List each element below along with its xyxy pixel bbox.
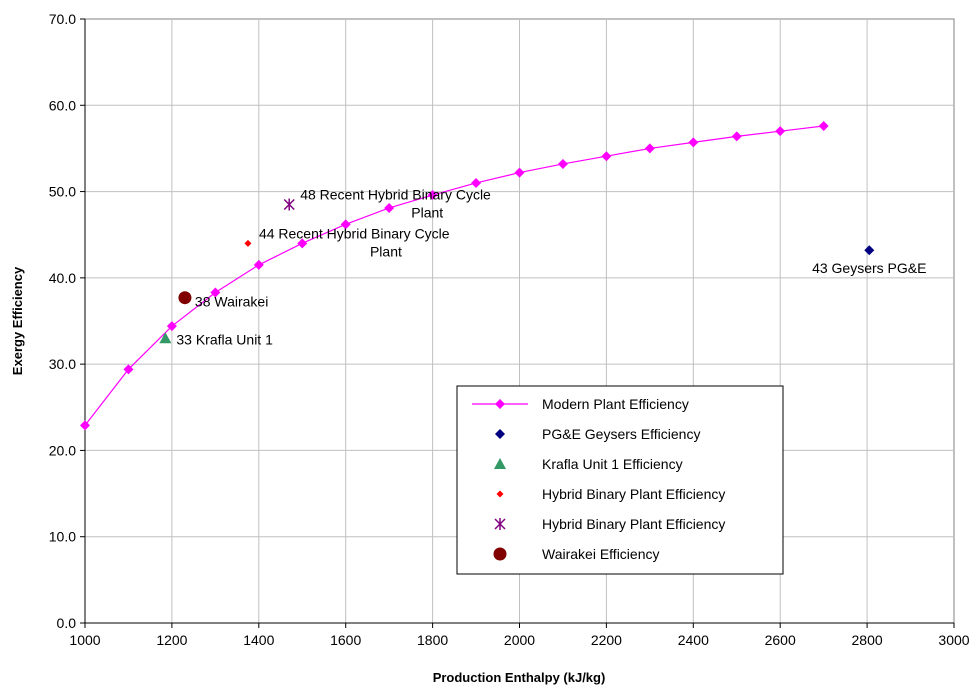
- point-annotations: 43 Geysers PG&E 33 Krafla Unit 1 44 Recent…: [176, 187, 926, 348]
- data-point: [283, 198, 295, 211]
- x-tick-label: 1800: [417, 632, 448, 648]
- data-point: [210, 287, 221, 298]
- y-tick-label: 0.0: [57, 615, 77, 631]
- data-point: [514, 167, 525, 178]
- data-point: [731, 131, 742, 142]
- series-layer: [80, 120, 875, 431]
- legend: Modern Plant Efficiency PG&E Geysers Effi…: [456, 385, 784, 575]
- y-tick-label: 40.0: [49, 270, 76, 286]
- data-point: [644, 143, 655, 154]
- data-point: [123, 364, 134, 375]
- legend-box: [456, 385, 784, 575]
- legend-item: PG&E Geysers Efficiency: [495, 426, 700, 442]
- series-3: [244, 239, 252, 247]
- legend-item: Wairakei Efficiency: [493, 546, 659, 562]
- data-point: [471, 177, 482, 188]
- data-point: [427, 190, 438, 201]
- data-point: [244, 239, 252, 247]
- legend-item: Modern Plant Efficiency: [472, 396, 689, 412]
- x-tick-label: 1200: [156, 632, 187, 648]
- series-0: [80, 120, 829, 431]
- legend-item: Hybrid Binary Plant Efficiency: [494, 516, 725, 532]
- y-axis-title: Exergy Efficiency: [10, 266, 25, 375]
- data-label: 38 Wairakei: [195, 294, 268, 310]
- legend-label: Krafla Unit 1 Efficiency: [542, 456, 683, 472]
- legend-label: Hybrid Binary Plant Efficiency: [542, 486, 725, 502]
- data-point: [384, 202, 395, 213]
- data-point: [818, 120, 829, 131]
- x-axis-title: Production Enthalpy (kJ/kg): [433, 670, 606, 685]
- x-tick-label: 2600: [765, 632, 796, 648]
- y-tick-label: 10.0: [49, 529, 76, 545]
- data-point: [601, 151, 612, 162]
- x-tick-label: 1000: [69, 632, 100, 648]
- data-point: [340, 219, 351, 230]
- x-tick-label: 3000: [938, 632, 969, 648]
- x-tick-label: 2400: [678, 632, 709, 648]
- data-label: 33 Krafla Unit 1: [176, 331, 273, 347]
- data-label: 43 Geysers PG&E: [812, 260, 926, 276]
- data-point: [688, 137, 699, 148]
- data-point: [178, 291, 192, 305]
- legend-marker: [495, 429, 505, 439]
- y-tick-label: 60.0: [49, 97, 76, 113]
- series-4: [283, 198, 295, 211]
- series-2: [159, 332, 172, 344]
- data-label: 48 Recent Hybrid Binary Cycle Plant: [300, 187, 491, 221]
- y-tick-label: 70.0: [49, 11, 76, 27]
- y-tick-label: 50.0: [49, 184, 76, 200]
- y-tick-label: 30.0: [49, 356, 76, 372]
- data-point: [253, 259, 264, 270]
- data-point: [864, 245, 875, 256]
- legend-label: Wairakei Efficiency: [542, 546, 659, 562]
- y-tick-label: 20.0: [49, 442, 76, 458]
- legend-marker: [494, 458, 506, 469]
- series-5: [178, 291, 192, 305]
- data-point: [775, 126, 786, 137]
- data-point: [297, 238, 308, 249]
- data-point: [557, 158, 568, 169]
- data-label: 44 Recent Hybrid Binary Cycle Plant: [259, 225, 450, 259]
- x-tick-label: 2000: [504, 632, 535, 648]
- x-tick-label: 1400: [243, 632, 274, 648]
- series-1: [864, 245, 875, 256]
- x-tick-label: 1600: [330, 632, 361, 648]
- x-tick-label: 2200: [591, 632, 622, 648]
- tick-labels: 1000 1200 1400 1600 1800 2000 2200 2400 2600 2800…: [49, 11, 970, 648]
- legend-marker: [494, 518, 506, 530]
- tick-marks: [80, 18, 955, 628]
- legend-label: Modern Plant Efficiency: [542, 396, 689, 412]
- legend-item: Hybrid Binary Plant Efficiency: [496, 486, 725, 502]
- series-line: [84, 125, 824, 426]
- x-tick-label: 2800: [852, 632, 883, 648]
- data-point: [166, 321, 177, 332]
- legend-marker: [493, 547, 507, 561]
- legend-label: Hybrid Binary Plant Efficiency: [542, 516, 725, 532]
- legend-item: Krafla Unit 1 Efficiency: [494, 456, 683, 472]
- legend-marker: [496, 490, 504, 498]
- data-point: [80, 420, 90, 431]
- legend-marker: [495, 399, 505, 409]
- legend-label: PG&E Geysers Efficiency: [542, 426, 700, 442]
- data-point: [159, 332, 172, 344]
